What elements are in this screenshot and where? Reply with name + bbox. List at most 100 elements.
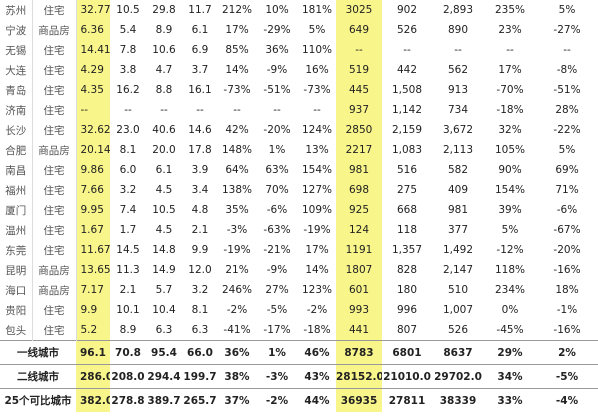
value-cell: 118 [396, 224, 418, 236]
table-row: 大连 住宅 4.29 3.8 4.7 3.7 14% -9% 16% 519 442 562 17% -8… [0, 60, 598, 80]
value-cell: 14.8 [152, 244, 176, 256]
value-cell: 4.29 [76, 60, 110, 80]
value-cell: 1,007 [442, 304, 474, 316]
value-cell: 734 [447, 104, 469, 116]
type-cell: 住宅 [32, 160, 77, 180]
value-cell: -- [454, 44, 462, 56]
value-cell: 8.1 [191, 304, 209, 316]
value-cell: 10.5 [152, 204, 176, 216]
value-cell: 16.2 [116, 84, 140, 96]
value-cell: -16% [553, 264, 581, 276]
value-cell: 2.1 [191, 224, 209, 236]
summary-value: 28152.0 [336, 364, 382, 389]
value-cell: 2,147 [442, 264, 474, 276]
city-cell: 温州 [0, 220, 33, 240]
value-cell: 123% [301, 284, 333, 296]
value-cell: -20% [553, 244, 581, 256]
table-row: 包头 住宅 5.2 8.9 6.3 6.3 -41% -17% -18% 441 807 526 -45… [0, 320, 598, 341]
value-cell: 105% [494, 144, 526, 156]
summary-value: 70.8 [110, 340, 146, 365]
type-cell: 住宅 [32, 120, 77, 140]
value-cell: 668 [396, 204, 418, 216]
value-cell: 996 [396, 304, 418, 316]
value-cell: 212% [221, 4, 253, 16]
value-cell: 4.8 [191, 204, 209, 216]
summary-value: 8783 [336, 340, 382, 365]
type-cell: 住宅 [32, 220, 77, 240]
city-cell: 青岛 [0, 80, 33, 100]
summary-value: -4% [536, 388, 598, 412]
summary-value: -5% [536, 364, 598, 389]
city-cell: 海口 [0, 280, 33, 300]
value-cell: 32.62 [76, 120, 110, 140]
summary-value: 2% [536, 340, 598, 365]
value-cell: 14% [305, 264, 329, 276]
table-row: 合肥 商品房 20.14 8.1 20.0 17.8 148% 1% 13% 2217 1,083 2… [0, 140, 598, 160]
value-cell: 10.5 [116, 4, 140, 16]
summary-value: 27811 [382, 388, 432, 412]
city-cell: 无锡 [0, 40, 33, 60]
value-cell: 526 [396, 24, 418, 36]
summary-value: 29702.0 [432, 364, 484, 389]
value-cell: -12% [496, 244, 524, 256]
value-cell: 1% [268, 144, 286, 156]
summary-value: 95.4 [146, 340, 182, 365]
summary-value: 6801 [382, 340, 432, 365]
value-cell: 127% [301, 184, 333, 196]
value-cell: 17% [225, 24, 249, 36]
value-cell: 2,893 [442, 4, 474, 16]
value-cell: -18% [496, 104, 524, 116]
value-cell: 6.3 [155, 324, 173, 336]
value-cell: 4.7 [155, 64, 173, 76]
value-cell: 5% [558, 4, 576, 16]
value-cell: -51% [553, 84, 581, 96]
table-row: 宁波 商品房 6.36 5.4 8.9 6.1 17% -29% 5% 649 526 890 23% -… [0, 20, 598, 40]
summary-value: 46% [298, 340, 336, 365]
type-cell: 住宅 [32, 240, 77, 260]
value-cell: -2% [226, 304, 248, 316]
value-cell: -- [313, 104, 321, 116]
summary-value: 36% [218, 340, 256, 365]
city-cell: 济南 [0, 100, 33, 120]
value-cell: -21% [263, 244, 291, 256]
value-cell: 8.9 [119, 324, 137, 336]
value-cell: 14.5 [116, 244, 140, 256]
summary-value: 389.7 [146, 388, 182, 412]
value-cell: -- [563, 44, 571, 56]
value-cell: 5% [501, 224, 519, 236]
value-cell: 23.0 [116, 124, 140, 136]
table-row: 苏州 住宅 32.77 10.5 29.8 11.7 212% 10% 181% 3025 902 2… [0, 0, 598, 20]
value-cell: 1.67 [76, 220, 110, 240]
summary-value: 278.8 [110, 388, 146, 412]
value-cell: 35% [225, 204, 249, 216]
summary-value: 66.0 [182, 340, 218, 365]
value-cell: 63% [265, 164, 289, 176]
table-row: 青岛 住宅 4.35 16.2 8.8 16.1 -73% -51% -73% 445 1,508 9… [0, 80, 598, 100]
summary-value: 96.1 [76, 340, 110, 365]
value-cell: 1,083 [391, 144, 423, 156]
value-cell: 8.1 [119, 144, 137, 156]
value-cell: 11.67 [76, 240, 110, 260]
value-cell: 9.9 [191, 244, 209, 256]
value-cell: 807 [396, 324, 418, 336]
value-cell: 4.5 [155, 224, 173, 236]
value-cell: 21% [225, 264, 249, 276]
value-cell: 10.6 [152, 44, 176, 56]
summary-value: 1% [256, 340, 298, 365]
value-cell: -19% [303, 224, 331, 236]
value-cell: 445 [336, 80, 382, 100]
type-cell: 住宅 [32, 80, 77, 100]
value-cell: 649 [336, 20, 382, 40]
value-cell: -- [233, 104, 241, 116]
value-cell: -20% [263, 124, 291, 136]
value-cell: 235% [494, 4, 526, 16]
value-cell: 118% [494, 264, 526, 276]
value-cell: 519 [336, 60, 382, 80]
value-cell: 5.4 [119, 24, 137, 36]
value-cell: 698 [336, 180, 382, 200]
value-cell: 10% [265, 4, 289, 16]
value-cell: 1807 [336, 260, 382, 280]
value-cell: 10.1 [116, 304, 140, 316]
city-cell: 贵阳 [0, 300, 33, 320]
